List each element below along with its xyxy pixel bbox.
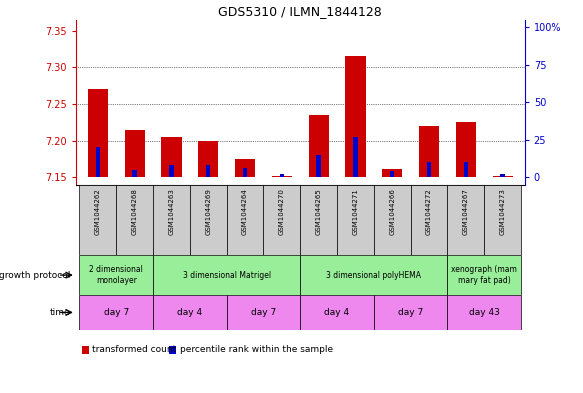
- Bar: [79, 185, 116, 255]
- Bar: [382, 169, 402, 177]
- Text: GSM1044272: GSM1044272: [426, 188, 432, 235]
- Bar: [132, 170, 137, 177]
- Title: GDS5310 / ILMN_1844128: GDS5310 / ILMN_1844128: [219, 6, 382, 18]
- Text: day 43: day 43: [469, 308, 500, 317]
- Text: transformed count: transformed count: [92, 345, 177, 354]
- Text: day 7: day 7: [251, 308, 276, 317]
- Bar: [456, 122, 476, 177]
- Bar: [243, 168, 247, 177]
- Text: xenograph (mam
mary fat pad): xenograph (mam mary fat pad): [451, 265, 517, 285]
- Text: GSM1044266: GSM1044266: [389, 188, 395, 235]
- Text: GSM1044271: GSM1044271: [353, 188, 359, 235]
- Text: 3 dimensional Matrigel: 3 dimensional Matrigel: [182, 271, 271, 279]
- Bar: [272, 176, 292, 177]
- Bar: [308, 115, 329, 177]
- Text: GSM1044264: GSM1044264: [242, 188, 248, 235]
- Bar: [153, 255, 300, 295]
- Bar: [500, 174, 505, 177]
- Text: GSM1044262: GSM1044262: [95, 188, 101, 235]
- Text: GSM1044263: GSM1044263: [168, 188, 174, 235]
- Bar: [88, 89, 108, 177]
- Bar: [79, 255, 153, 295]
- Bar: [300, 295, 374, 330]
- Text: 2 dimensional
monolayer: 2 dimensional monolayer: [89, 265, 143, 285]
- Text: growth protocol: growth protocol: [0, 271, 70, 279]
- Text: GSM1044273: GSM1044273: [500, 188, 505, 235]
- Bar: [227, 295, 300, 330]
- Bar: [125, 130, 145, 177]
- Text: day 7: day 7: [398, 308, 423, 317]
- Bar: [410, 185, 447, 255]
- Bar: [161, 137, 181, 177]
- Text: GSM1044268: GSM1044268: [132, 188, 138, 235]
- Bar: [198, 141, 219, 177]
- Bar: [206, 165, 210, 177]
- Bar: [235, 159, 255, 177]
- Bar: [227, 185, 264, 255]
- Bar: [300, 255, 447, 295]
- Bar: [264, 185, 300, 255]
- Bar: [447, 185, 484, 255]
- Bar: [153, 185, 190, 255]
- Bar: [493, 176, 512, 177]
- Bar: [447, 295, 521, 330]
- Bar: [484, 185, 521, 255]
- Bar: [300, 185, 337, 255]
- Text: day 7: day 7: [104, 308, 129, 317]
- Bar: [116, 185, 153, 255]
- Bar: [96, 147, 100, 177]
- Bar: [337, 185, 374, 255]
- Bar: [353, 137, 357, 177]
- Bar: [280, 174, 284, 177]
- Text: time: time: [50, 308, 70, 317]
- Text: GSM1044269: GSM1044269: [205, 188, 211, 235]
- Bar: [463, 162, 468, 177]
- Text: percentile rank within the sample: percentile rank within the sample: [180, 345, 333, 354]
- Bar: [169, 165, 174, 177]
- Bar: [374, 295, 447, 330]
- Bar: [419, 126, 439, 177]
- Bar: [317, 155, 321, 177]
- Bar: [447, 255, 521, 295]
- Text: day 4: day 4: [325, 308, 350, 317]
- Bar: [190, 185, 227, 255]
- Text: GSM1044267: GSM1044267: [463, 188, 469, 235]
- Text: GSM1044270: GSM1044270: [279, 188, 285, 235]
- Text: GSM1044265: GSM1044265: [315, 188, 322, 235]
- Bar: [345, 56, 366, 177]
- Bar: [374, 185, 410, 255]
- Bar: [390, 171, 395, 177]
- Bar: [79, 295, 153, 330]
- Bar: [427, 162, 431, 177]
- Text: 3 dimensional polyHEMA: 3 dimensional polyHEMA: [326, 271, 422, 279]
- Bar: [153, 295, 227, 330]
- Text: day 4: day 4: [177, 308, 202, 317]
